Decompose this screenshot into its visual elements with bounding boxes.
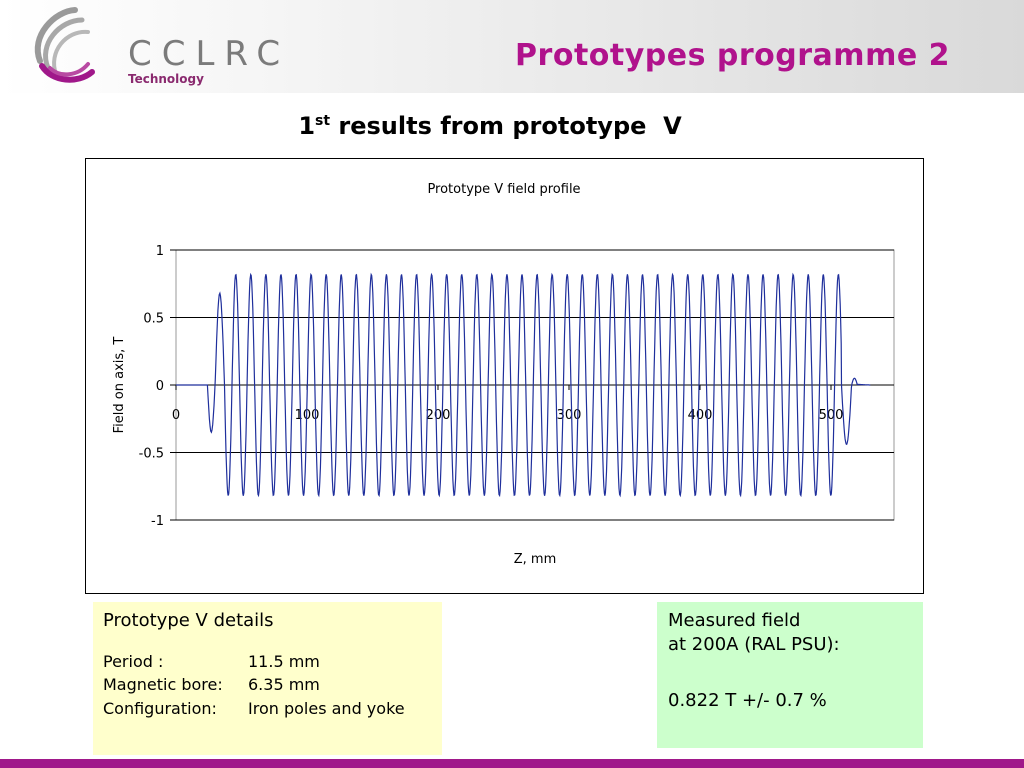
detail-row-bore: Magnetic bore: 6.35 mm: [103, 675, 320, 694]
subtitle-rest: results from prototype V: [330, 112, 682, 140]
x-tick-label: 400: [688, 408, 713, 423]
details-panel: Prototype V details Period : 11.5 mm Mag…: [93, 602, 442, 755]
measured-line-1: Measured field: [668, 610, 801, 631]
x-tick-label: 500: [819, 408, 844, 423]
detail-value: 6.35 mm: [248, 675, 320, 694]
x-tick-label: 0: [172, 408, 180, 423]
y-tick-label: -1: [151, 514, 164, 529]
detail-value: Iron poles and yoke: [248, 699, 405, 718]
y-tick-label: 0.5: [143, 312, 164, 327]
y-tick-label: 1: [156, 244, 164, 259]
logo-wordmark: CCLRC: [128, 34, 291, 74]
slide-title: Prototypes programme 2: [515, 38, 950, 73]
footer-bar: [0, 759, 1024, 768]
detail-label: Configuration:: [103, 699, 217, 718]
y-tick-label: 0: [156, 379, 164, 394]
x-axis-label: Z, mm: [514, 552, 557, 567]
chart-frame: 1 0.5 0 -0.5 -1 0 100 200 300 400 500 Prototype V f…: [85, 158, 924, 594]
cclrc-logo: CCLRC Technology: [30, 6, 280, 88]
detail-label: Period :: [103, 652, 164, 671]
measured-value: 0.822 T +/- 0.7 %: [668, 690, 827, 711]
measured-line-2: at 200A (RAL PSU):: [668, 634, 840, 655]
y-axis-label: Field on axis, T: [112, 337, 127, 434]
y-tick-label: -0.5: [139, 447, 164, 462]
detail-label: Magnetic bore:: [103, 675, 223, 694]
measured-field-panel: Measured field at 200A (RAL PSU): 0.822 …: [657, 602, 923, 748]
detail-value: 11.5 mm: [248, 652, 320, 671]
detail-row-configuration: Configuration: Iron poles and yoke: [103, 699, 405, 718]
field-series-line: [176, 272, 871, 498]
logo-subtext: Technology: [128, 72, 204, 86]
detail-row-period: Period : 11.5 mm: [103, 652, 320, 671]
details-heading: Prototype V details: [103, 610, 274, 631]
slide-subtitle: 1st results from prototype V: [0, 112, 980, 140]
subtitle-superscript: st: [315, 113, 331, 129]
swirl-logo-icon: [34, 7, 95, 83]
x-tick-label: 200: [426, 408, 451, 423]
chart-title: Prototype V field profile: [427, 182, 580, 197]
subtitle-prefix: 1: [298, 112, 316, 140]
slide-header: CCLRC Technology Prototypes programme 2: [0, 0, 1024, 93]
